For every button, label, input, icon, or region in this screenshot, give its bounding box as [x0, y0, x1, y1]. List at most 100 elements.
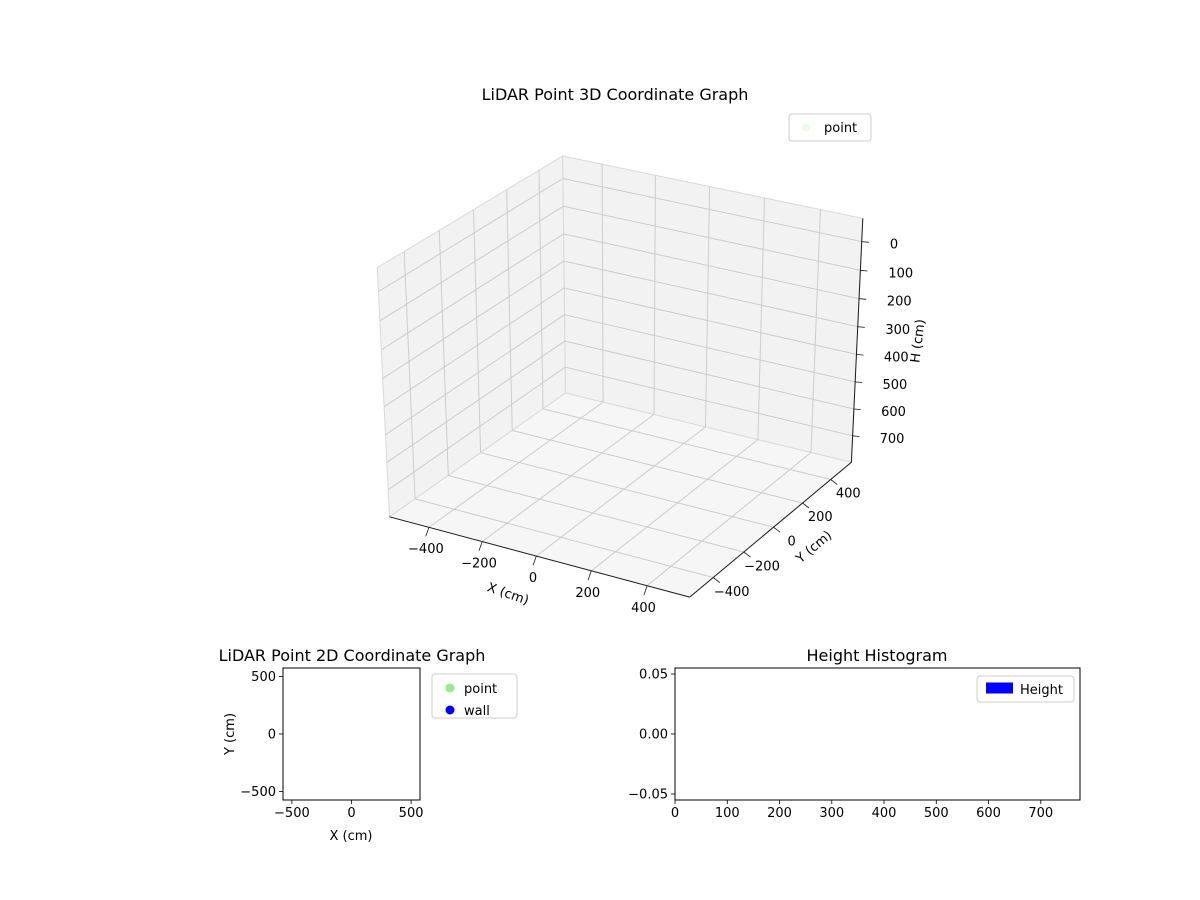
grid-z-right — [564, 314, 856, 383]
y-tick-3d — [830, 479, 838, 485]
grid-x-wall — [705, 186, 711, 428]
x-tick-label: 100 — [715, 806, 740, 821]
subplot-2d: LiDAR Point 2D Coordinate Graph −500 0 500… — [219, 646, 518, 844]
legend-3d: point — [788, 113, 872, 142]
z-axis-line-3d — [850, 218, 864, 463]
z-tick-label-3d: 100 — [888, 266, 913, 281]
grid-z-left — [386, 340, 566, 463]
legend-2d: point wall — [431, 673, 518, 719]
grid-x-wall — [757, 197, 765, 440]
subplot-3d: LiDAR Point 3D Coordinate Graph −400 −200… — [376, 85, 929, 616]
grid-y-wall — [473, 209, 482, 453]
z-tick-label-3d: 600 — [881, 405, 906, 420]
legend-3d-label-point: point — [824, 121, 857, 136]
grid-x-floor — [481, 413, 655, 543]
grid-y-wall — [506, 189, 513, 431]
x-tick-3d — [587, 570, 592, 581]
grid-z-left — [383, 287, 565, 408]
x-tick-label: 600 — [976, 806, 1001, 821]
y-tick-label: 0.05 — [639, 668, 668, 683]
legend-2d-label-wall: wall — [464, 704, 490, 719]
grid-z-left — [379, 205, 564, 322]
grid-x-floor — [535, 426, 706, 557]
legend-marker-point-2d — [445, 683, 455, 693]
y-tick-label: 500 — [251, 670, 276, 685]
plot2d-title: LiDAR Point 2D Coordinate Graph — [219, 646, 486, 665]
x-tick-label: 300 — [819, 806, 844, 821]
z-tick-label-3d: 700 — [880, 432, 905, 447]
legend-marker-height — [986, 682, 1013, 694]
grid-y-floor — [448, 475, 744, 553]
grid-x-wall — [653, 175, 656, 415]
x-axis-line-3d — [389, 516, 690, 598]
x-tick-3d — [532, 555, 537, 566]
grid-y-floor — [512, 430, 803, 504]
grid-z-right — [563, 260, 858, 328]
x-tick-label: 200 — [767, 806, 792, 821]
z-tick-label-3d: 400 — [884, 351, 909, 366]
plot3d-ylabel: Y (cm) — [793, 528, 836, 567]
grid-x-floor — [590, 439, 759, 572]
y-tick-label: 0.00 — [639, 728, 668, 743]
x-tick-label: 500 — [399, 806, 424, 821]
grid-z-right — [565, 366, 853, 437]
grid-z-right — [563, 205, 861, 271]
legend-2d-label-point: point — [464, 682, 497, 697]
z-tick-3d — [856, 354, 864, 356]
grid-z-left — [387, 366, 566, 491]
grid-y-floor — [414, 498, 714, 578]
x-tick-3d — [425, 527, 430, 537]
x-tick-label: 700 — [1028, 806, 1053, 821]
y-tick-label-3d: −400 — [714, 585, 750, 600]
y-tick-3d — [743, 551, 751, 558]
z-tick-3d — [853, 408, 861, 410]
subplot-histogram: Height Histogram 0 100 200 300 400 500 600 700 0… — [628, 646, 1081, 821]
y-tick-3d — [773, 526, 781, 533]
x-tick-label: 500 — [924, 806, 949, 821]
z-tick-label-3d: 200 — [887, 295, 912, 310]
y-tick-3d — [802, 502, 810, 509]
y-tick-label: −500 — [240, 785, 276, 800]
x-tick-label: 0 — [347, 806, 355, 821]
grid-z-right — [563, 233, 860, 300]
x-tick-label-3d: 400 — [631, 601, 656, 616]
y-tick-label-3d: 200 — [808, 510, 833, 525]
legend-marker-wall-2d — [445, 705, 455, 715]
y-tick-3d — [712, 577, 721, 584]
x-tick-label-3d: −200 — [461, 556, 497, 571]
legend-histogram-label-height: Height — [1020, 683, 1063, 698]
grid-x-floor — [646, 452, 812, 587]
z-tick-label-3d: 500 — [883, 378, 908, 393]
grid-x-floor — [428, 401, 604, 528]
z-tick-3d — [852, 435, 860, 437]
grid-z-left — [381, 233, 564, 351]
grid-z-left — [385, 314, 565, 436]
histogram-title: Height Histogram — [807, 646, 948, 665]
axes-frame — [282, 667, 421, 801]
legend-marker-point-3d — [802, 123, 810, 132]
plot2d-xlabel: X (cm) — [330, 829, 373, 844]
legend-3d-box — [788, 113, 872, 142]
grid-y-wall — [538, 170, 544, 409]
grid-z-right — [564, 340, 855, 410]
plot3d-zlabel: H (cm) — [908, 318, 928, 363]
y-tick-label: 0 — [268, 728, 276, 743]
grid-z-left — [382, 260, 565, 379]
z-tick-3d — [857, 326, 865, 328]
grid-x-wall — [810, 209, 821, 453]
z-tick-3d — [855, 381, 863, 383]
x-tick-label-3d: −400 — [408, 542, 444, 557]
plot3d-title: LiDAR Point 3D Coordinate Graph — [482, 85, 749, 104]
plot3d-xlabel: X (cm) — [485, 580, 531, 608]
x-tick-label: 400 — [872, 806, 897, 821]
grid-x-wall — [601, 164, 604, 403]
axes2d: −500 0 500 500 0 −500 — [240, 667, 424, 821]
grid-y-wall — [438, 230, 449, 476]
z-tick-3d — [861, 241, 869, 243]
y-axis-line-3d — [689, 461, 852, 598]
plot2d-ylabel: Y (cm) — [223, 713, 238, 756]
x-tick-label-3d: 0 — [529, 571, 537, 586]
x-tick-3d — [478, 541, 483, 551]
